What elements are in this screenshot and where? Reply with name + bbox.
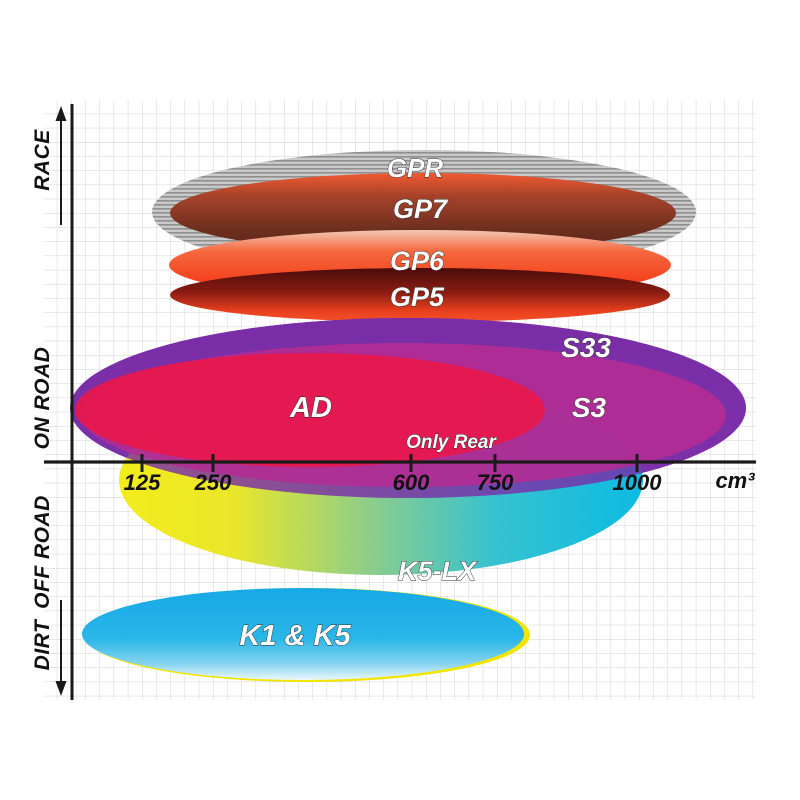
series-label-gp5: GP5 — [390, 282, 445, 312]
dirt-direction-arrow — [55, 600, 67, 696]
annotation-only-rear: Only Rear — [406, 432, 497, 453]
ellipse-ad-overlap — [75, 353, 545, 467]
ellipse-gp5 — [170, 268, 670, 322]
y-axis-label-off-road: OFF ROAD — [31, 495, 54, 609]
series-label-s3: S3 — [572, 392, 607, 423]
x-tick-label-750: 750 — [477, 470, 514, 495]
x-tick-label-250: 250 — [194, 470, 232, 495]
x-axis-tick-labels: 125 250 600 750 1000 — [124, 470, 663, 495]
y-axis-label-race: RACE — [31, 129, 54, 191]
ellipse-k1k5 — [82, 588, 524, 680]
x-axis-ticks — [140, 454, 639, 472]
series-label-gpr: GPR — [387, 153, 444, 183]
series-labels: GPR GP7 GP6 GP5 S33 S3 AD Only Rear K5-L… — [239, 153, 612, 653]
x-tick-label-125: 125 — [124, 470, 161, 495]
x-axis-unit-label: cm³ — [715, 468, 755, 493]
y-axis-label-dirt: DIRT — [31, 618, 54, 670]
y-axis-label-on-road: ON ROAD — [31, 347, 54, 450]
series-label-gp7: GP7 — [393, 194, 449, 224]
series-label-k5lx: K5-LX — [398, 556, 478, 586]
x-tick-label-600: 600 — [393, 470, 430, 495]
series-label-s33: S33 — [561, 332, 611, 363]
series-label-gp6: GP6 — [390, 246, 445, 276]
series-label-k1k5: K1 & K5 — [239, 620, 351, 652]
ellipse-gp7 — [170, 173, 676, 253]
race-direction-arrow — [55, 106, 67, 225]
x-tick-label-1000: 1000 — [613, 470, 663, 495]
series-label-ad: AD — [289, 392, 332, 424]
